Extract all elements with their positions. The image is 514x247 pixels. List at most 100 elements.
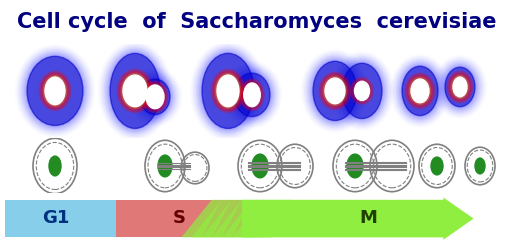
Ellipse shape <box>158 155 172 177</box>
Ellipse shape <box>212 70 244 112</box>
Ellipse shape <box>353 79 372 103</box>
Ellipse shape <box>410 78 430 104</box>
Ellipse shape <box>400 65 439 117</box>
Ellipse shape <box>108 52 161 130</box>
Ellipse shape <box>45 77 65 105</box>
Ellipse shape <box>453 77 467 97</box>
Ellipse shape <box>110 53 160 128</box>
Ellipse shape <box>122 74 148 108</box>
Ellipse shape <box>448 72 472 102</box>
Polygon shape <box>242 200 282 237</box>
Ellipse shape <box>197 49 259 133</box>
Ellipse shape <box>320 73 350 109</box>
Ellipse shape <box>449 73 471 101</box>
Ellipse shape <box>200 52 255 130</box>
Ellipse shape <box>145 84 165 110</box>
Ellipse shape <box>405 73 435 109</box>
Ellipse shape <box>211 69 245 113</box>
Ellipse shape <box>447 71 473 103</box>
Ellipse shape <box>43 75 67 107</box>
Ellipse shape <box>217 75 239 107</box>
Ellipse shape <box>313 61 357 121</box>
Ellipse shape <box>408 76 432 106</box>
Ellipse shape <box>142 81 168 113</box>
Ellipse shape <box>452 76 468 98</box>
Ellipse shape <box>440 63 480 111</box>
Ellipse shape <box>39 71 71 111</box>
Ellipse shape <box>340 62 383 120</box>
Ellipse shape <box>411 79 429 103</box>
Ellipse shape <box>42 74 68 108</box>
Ellipse shape <box>406 74 434 108</box>
Ellipse shape <box>216 74 240 108</box>
Ellipse shape <box>321 74 349 108</box>
Ellipse shape <box>105 49 164 133</box>
Ellipse shape <box>138 78 172 116</box>
Ellipse shape <box>202 53 254 128</box>
Ellipse shape <box>241 80 263 110</box>
Polygon shape <box>181 200 222 237</box>
Ellipse shape <box>338 59 387 123</box>
Ellipse shape <box>143 82 167 112</box>
Ellipse shape <box>214 72 242 110</box>
Ellipse shape <box>24 53 86 128</box>
Ellipse shape <box>407 75 433 107</box>
Ellipse shape <box>118 70 152 112</box>
Text: M: M <box>359 209 377 227</box>
Polygon shape <box>201 200 242 237</box>
Ellipse shape <box>23 52 87 130</box>
Ellipse shape <box>397 62 443 120</box>
Ellipse shape <box>308 57 361 125</box>
Ellipse shape <box>26 55 84 127</box>
Ellipse shape <box>475 158 485 174</box>
Ellipse shape <box>123 75 147 107</box>
Ellipse shape <box>121 73 149 109</box>
Ellipse shape <box>402 66 438 116</box>
Ellipse shape <box>319 72 351 110</box>
Ellipse shape <box>243 82 261 108</box>
Ellipse shape <box>342 63 382 119</box>
Ellipse shape <box>339 60 385 122</box>
Ellipse shape <box>44 76 66 106</box>
Ellipse shape <box>325 78 345 104</box>
Ellipse shape <box>144 83 166 111</box>
Ellipse shape <box>324 77 346 105</box>
Ellipse shape <box>351 77 374 104</box>
Ellipse shape <box>27 56 83 125</box>
Ellipse shape <box>137 76 173 118</box>
FancyArrow shape <box>116 200 242 237</box>
Ellipse shape <box>409 77 431 105</box>
Ellipse shape <box>311 60 358 122</box>
Ellipse shape <box>399 63 441 119</box>
Ellipse shape <box>444 66 476 108</box>
Polygon shape <box>222 200 262 237</box>
Ellipse shape <box>431 157 443 175</box>
Ellipse shape <box>41 73 69 109</box>
Polygon shape <box>232 200 272 237</box>
Ellipse shape <box>107 50 163 131</box>
Ellipse shape <box>450 74 470 100</box>
Ellipse shape <box>231 70 273 120</box>
Ellipse shape <box>120 72 150 110</box>
Ellipse shape <box>234 73 270 117</box>
Polygon shape <box>252 200 292 237</box>
Ellipse shape <box>240 79 264 111</box>
Ellipse shape <box>40 72 70 110</box>
Ellipse shape <box>355 81 370 101</box>
Ellipse shape <box>445 67 475 107</box>
Ellipse shape <box>310 58 360 124</box>
Ellipse shape <box>252 154 268 178</box>
Ellipse shape <box>451 75 469 99</box>
Ellipse shape <box>352 78 373 103</box>
Ellipse shape <box>232 72 271 118</box>
Ellipse shape <box>136 75 174 119</box>
Text: Cell cycle  of  Saccharomyces  cerevisiae: Cell cycle of Saccharomyces cerevisiae <box>17 12 497 32</box>
Ellipse shape <box>140 79 170 115</box>
Ellipse shape <box>119 71 151 111</box>
Ellipse shape <box>215 73 241 109</box>
Ellipse shape <box>442 64 478 110</box>
FancyArrow shape <box>242 198 473 240</box>
Ellipse shape <box>199 50 257 131</box>
Ellipse shape <box>323 76 347 106</box>
FancyArrow shape <box>5 200 116 237</box>
